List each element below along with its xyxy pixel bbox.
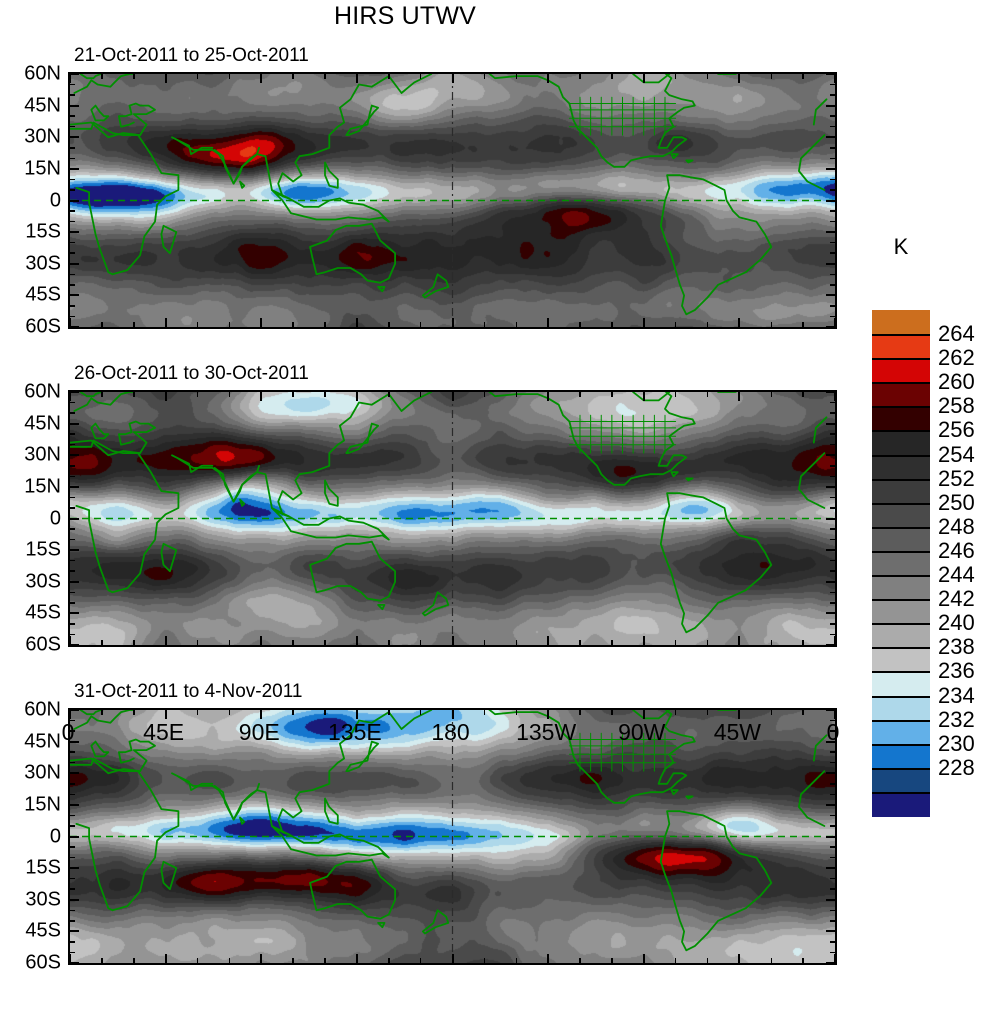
y-axis-label: 0 bbox=[49, 507, 61, 529]
colorbar-tick-label: 262 bbox=[938, 345, 975, 371]
colorbar-tick-label: 248 bbox=[938, 513, 975, 539]
colorbar-swatch[interactable] bbox=[872, 575, 930, 600]
colorbar-tick-label: 232 bbox=[938, 706, 975, 732]
map-canvas-1[interactable] bbox=[68, 72, 837, 329]
x-axis-label: 45E bbox=[143, 719, 185, 745]
x-axis-label: 180 bbox=[431, 719, 470, 745]
panel-title-3: 31-Oct-2011 to 4-Nov-2011 bbox=[74, 681, 303, 702]
colorbar-swatch[interactable] bbox=[872, 526, 930, 552]
colorbar-tick-label: 254 bbox=[938, 441, 975, 467]
colorbar-swatch[interactable] bbox=[872, 382, 930, 407]
y-axis-label: 45N bbox=[24, 730, 61, 753]
colorbar-tick-label: 236 bbox=[938, 658, 975, 684]
x-axis-label: 45W bbox=[713, 719, 762, 745]
y-axis-label: 60N bbox=[24, 698, 61, 721]
colorbar-swatch[interactable] bbox=[872, 671, 930, 697]
colorbar-swatch[interactable] bbox=[872, 454, 930, 480]
y-axis-label: 0 bbox=[49, 189, 61, 211]
colorbar-swatch[interactable] bbox=[872, 767, 930, 793]
x-axis-label: 135E bbox=[328, 719, 382, 745]
colorbar-swatch[interactable] bbox=[872, 406, 930, 432]
y-axis-label: 0 bbox=[49, 825, 61, 847]
colorbar-swatch[interactable] bbox=[872, 334, 930, 359]
y-axis-label: 15S bbox=[25, 856, 61, 879]
colorbar-swatch[interactable] bbox=[872, 647, 930, 673]
y-axis-label: 15N bbox=[24, 475, 61, 498]
colorbar-unit-label: K bbox=[893, 234, 909, 259]
map-canvas-2[interactable] bbox=[68, 390, 837, 647]
y-axis-label: 30N bbox=[24, 125, 61, 148]
figure-title: HIRS UTWV bbox=[333, 2, 477, 30]
colorbar-tick-label: 238 bbox=[938, 634, 975, 660]
colorbar-tick-label: 240 bbox=[938, 610, 975, 636]
y-axis-label: 15S bbox=[25, 538, 61, 561]
colorbar-swatch[interactable] bbox=[872, 502, 930, 528]
y-axis-label: 45S bbox=[25, 283, 61, 306]
map-canvas-3[interactable] bbox=[68, 708, 837, 965]
colorbar-tick-label: 250 bbox=[938, 489, 975, 515]
colorbar-tick-label: 230 bbox=[938, 730, 975, 756]
colorbar-tick-label: 244 bbox=[938, 562, 975, 588]
y-axis-label: 45S bbox=[25, 919, 61, 942]
coastline-overlay bbox=[70, 710, 835, 963]
x-axis-label: 90E bbox=[238, 719, 280, 745]
y-axis-label: 45N bbox=[24, 94, 61, 117]
y-axis-label: 60S bbox=[25, 633, 61, 656]
colorbar-swatch[interactable] bbox=[872, 791, 930, 817]
colorbar-tick-label: 264 bbox=[938, 321, 975, 347]
colorbar[interactable]: 264 262 260 258 256 254 252 250 248 246 244 242 240 2… bbox=[872, 310, 975, 817]
y-axis-label: 60S bbox=[25, 951, 61, 974]
y-axis-label: 15S bbox=[25, 220, 61, 243]
colorbar-tick-label: 260 bbox=[938, 369, 975, 395]
x-axis-label: 90W bbox=[618, 719, 666, 745]
coastline-overlay bbox=[70, 392, 835, 645]
colorbar-tick-label: 242 bbox=[938, 586, 975, 612]
y-axis-label: 30N bbox=[24, 761, 61, 784]
colorbar-tick-label: 228 bbox=[938, 754, 975, 780]
colorbar-swatch[interactable] bbox=[872, 623, 930, 648]
y-axis-label: 30N bbox=[24, 443, 61, 466]
y-axis-label: 60S bbox=[25, 315, 61, 338]
x-axis-label: 0 bbox=[61, 719, 75, 745]
panel-title-1: 21-Oct-2011 to 25-Oct-2011 bbox=[74, 45, 309, 66]
y-axis-label: 45S bbox=[25, 601, 61, 624]
colorbar-tick-label: 246 bbox=[938, 537, 975, 563]
colorbar-swatch[interactable] bbox=[872, 358, 930, 383]
colorbar-swatch[interactable] bbox=[872, 478, 930, 504]
y-axis-label: 60N bbox=[24, 380, 61, 403]
colorbar-swatch[interactable] bbox=[872, 550, 930, 576]
colorbar-swatch[interactable] bbox=[872, 743, 930, 769]
y-axis-label: 30S bbox=[25, 252, 61, 275]
y-axis-label: 60N bbox=[24, 62, 61, 85]
panel-title-2: 26-Oct-2011 to 30-Oct-2011 bbox=[74, 363, 309, 384]
colorbar-tick-label: 258 bbox=[938, 393, 975, 419]
colorbar-swatch[interactable] bbox=[872, 599, 930, 624]
y-axis-label: 15N bbox=[24, 793, 61, 816]
y-axis-label: 15N bbox=[24, 157, 61, 180]
colorbar-swatch[interactable] bbox=[872, 310, 930, 335]
coastline-overlay bbox=[70, 74, 835, 327]
colorbar-swatch[interactable] bbox=[872, 430, 930, 456]
x-axis-label: 0 bbox=[826, 719, 840, 745]
x-axis-label: 135W bbox=[516, 719, 577, 745]
colorbar-tick-label: 256 bbox=[938, 417, 975, 443]
y-axis-label: 30S bbox=[25, 570, 61, 593]
colorbar-tick-label: 252 bbox=[938, 465, 975, 491]
y-axis-label: 30S bbox=[25, 888, 61, 911]
colorbar-swatch[interactable] bbox=[872, 695, 930, 721]
y-axis-label: 45N bbox=[24, 412, 61, 435]
colorbar-tick-label: 234 bbox=[938, 682, 975, 708]
colorbar-swatch[interactable] bbox=[872, 719, 930, 745]
